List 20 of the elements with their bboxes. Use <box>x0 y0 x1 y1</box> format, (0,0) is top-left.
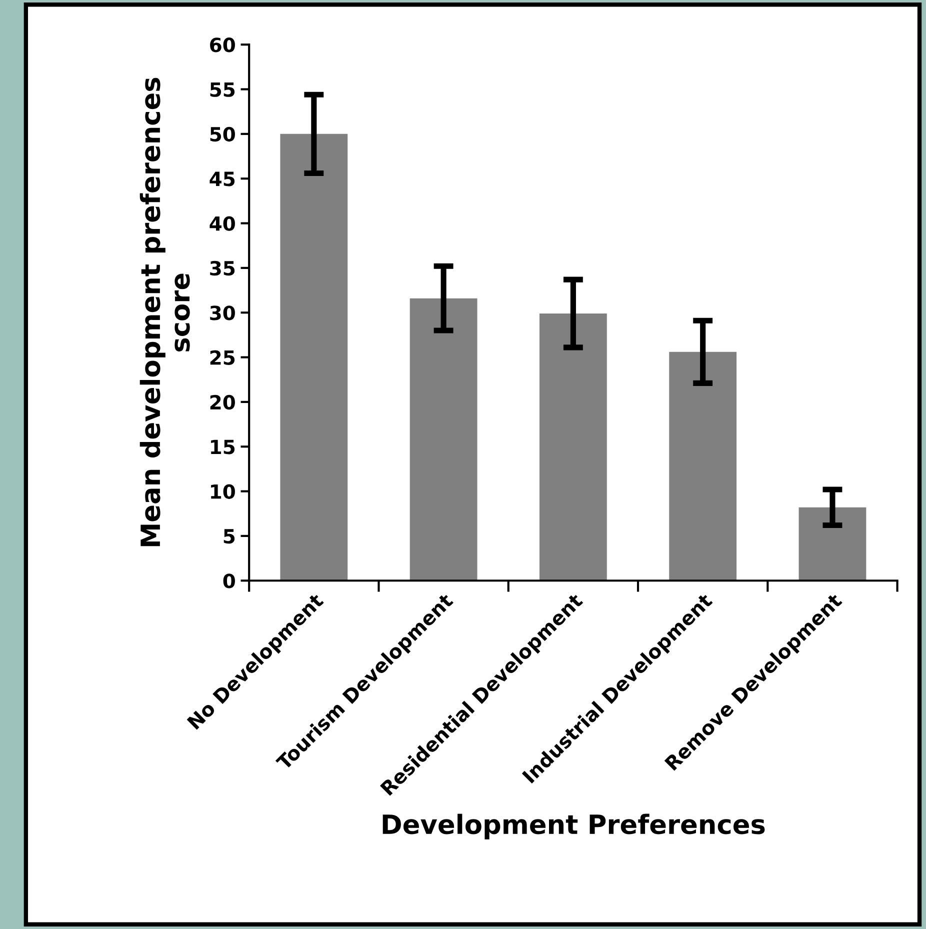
y-axis-title: Mean development preferences score <box>140 78 190 546</box>
y-tick-label: 5 <box>224 529 235 544</box>
y-tick-label: 25 <box>210 350 235 365</box>
y-tick-label: 60 <box>210 38 235 52</box>
y-tick-label: 0 <box>223 574 235 588</box>
x-axis-title: Development Preferences <box>382 814 765 840</box>
y-tick-label: 40 <box>210 216 235 231</box>
bar <box>669 352 737 581</box>
y-tick-label: 45 <box>210 172 235 186</box>
y-tick-label: 30 <box>210 306 235 320</box>
bar <box>280 134 348 581</box>
y-tick-label: 20 <box>210 394 235 410</box>
y-tick-label: 10 <box>211 484 235 499</box>
y-tick-label: 35 <box>210 260 235 276</box>
bar <box>539 314 607 581</box>
y-tick-label: 55 <box>210 82 235 97</box>
y-tick-label: 50 <box>210 126 235 142</box>
bar <box>798 507 866 581</box>
y-tick-label: 15 <box>211 440 235 454</box>
bar <box>410 298 478 581</box>
